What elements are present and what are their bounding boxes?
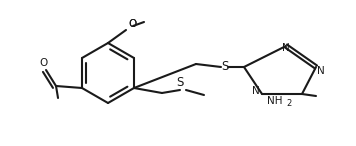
Text: O: O <box>39 58 47 68</box>
Text: S: S <box>221 60 229 73</box>
Text: N: N <box>252 86 260 96</box>
Text: O: O <box>128 19 136 29</box>
Text: 2: 2 <box>286 99 291 108</box>
Text: N: N <box>317 66 325 76</box>
Text: NH: NH <box>267 96 283 106</box>
Text: O: O <box>128 19 136 29</box>
Text: N: N <box>282 43 290 53</box>
Text: S: S <box>176 76 184 89</box>
